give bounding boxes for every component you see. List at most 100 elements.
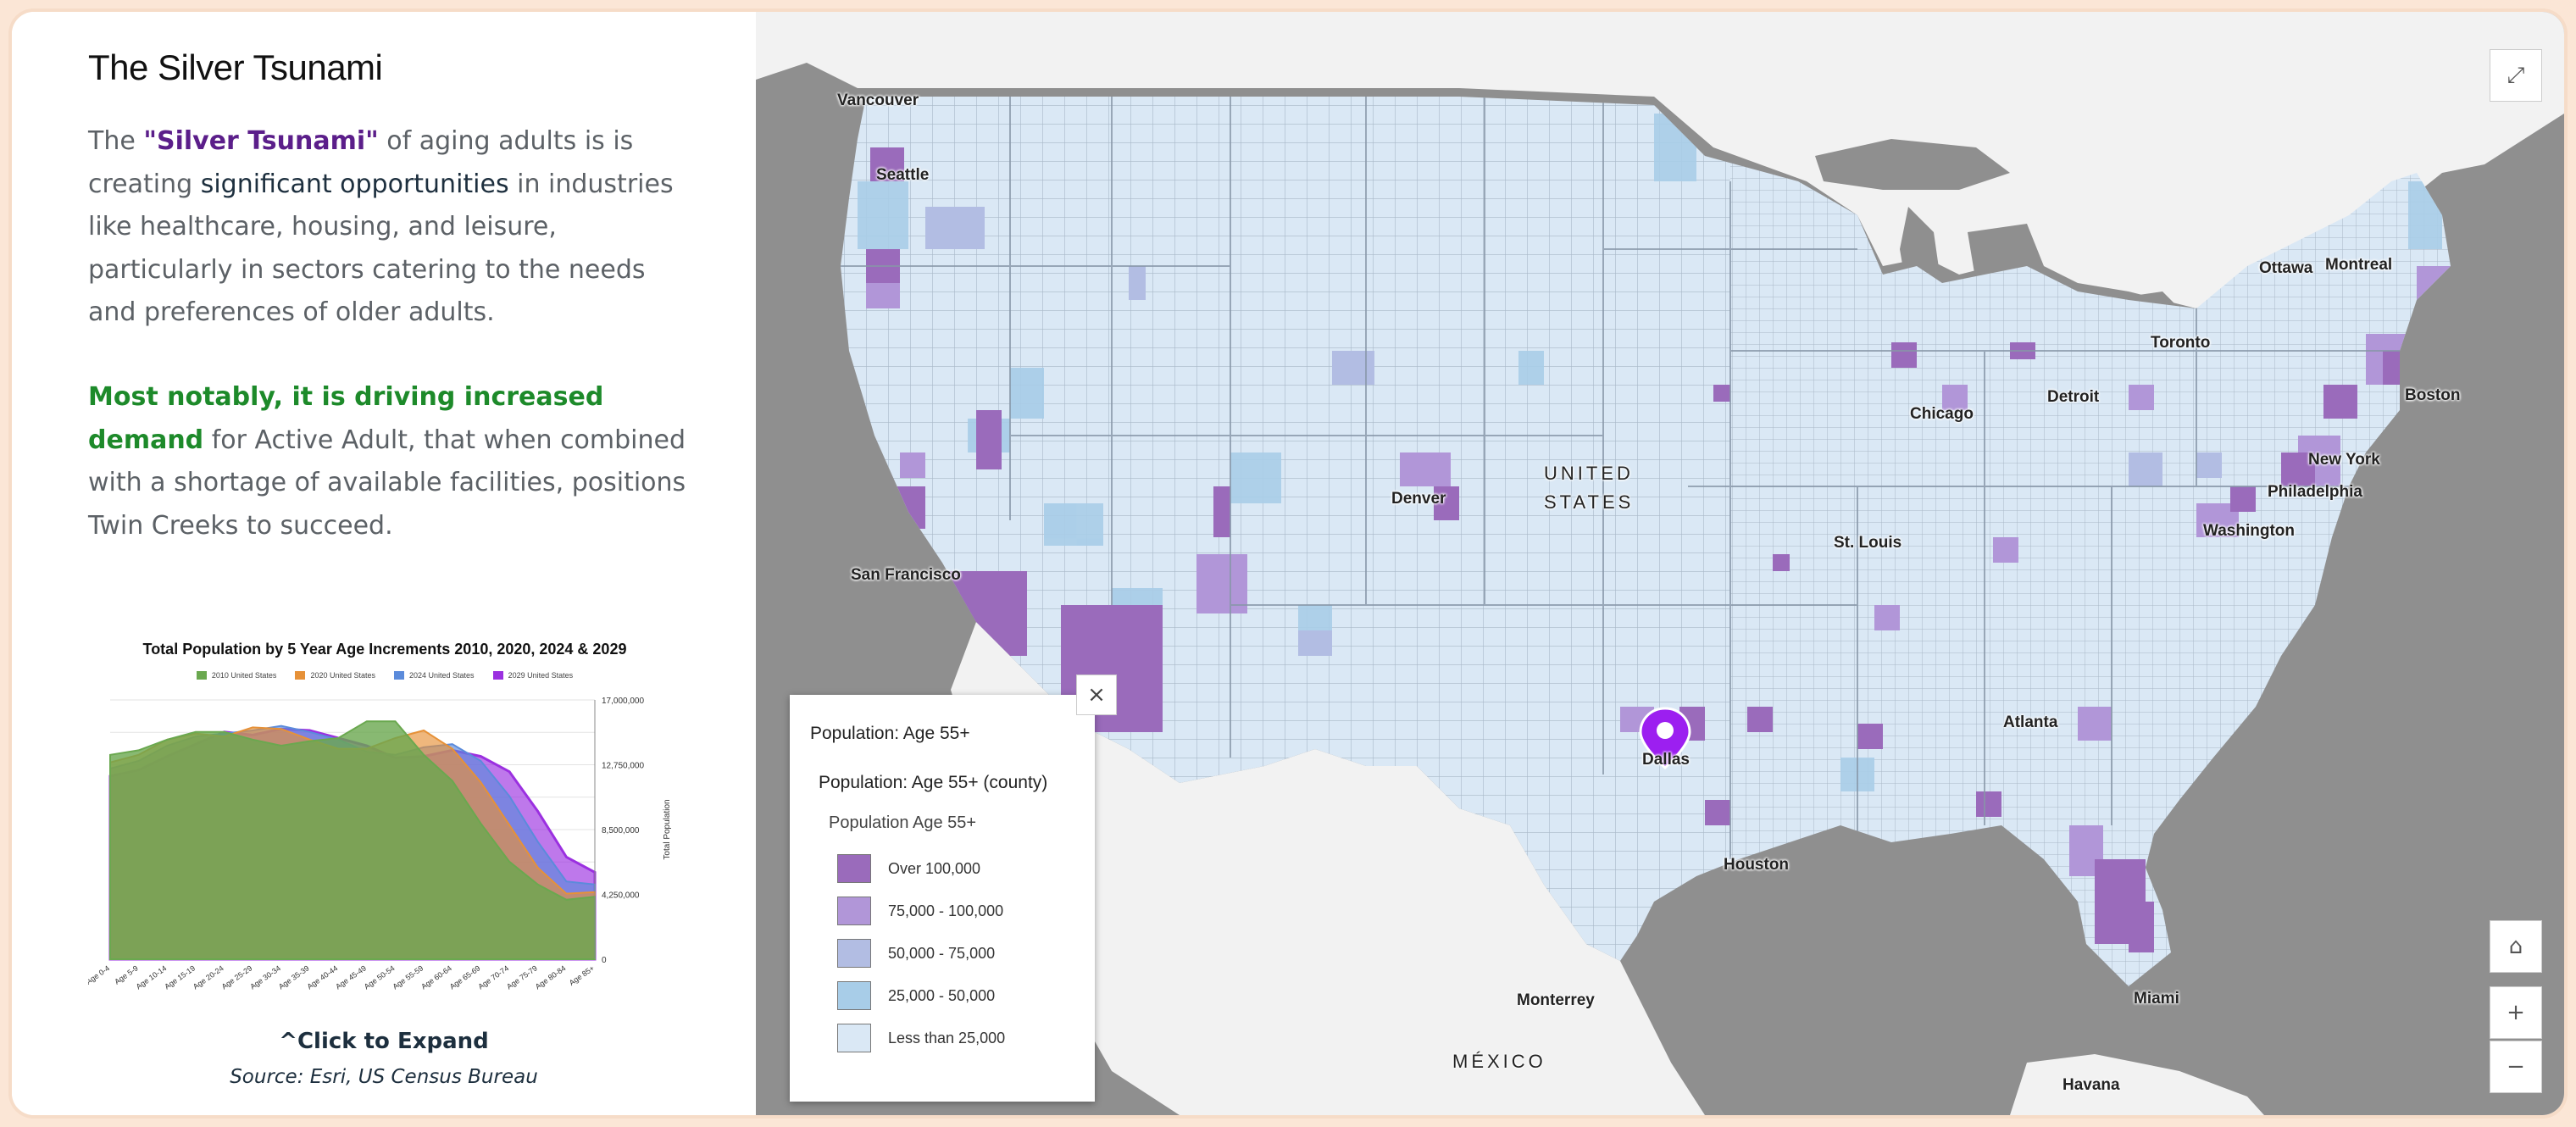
chart-legend-label: 2010 United States [211,671,277,680]
chart-y-axis-label: Total Population [663,799,672,859]
map-label-ottawa: Ottawa [2259,259,2313,277]
map-label-atlanta: Atlanta [2003,713,2058,731]
legend-swatch [837,981,871,1010]
legend-class-row: 75,000 - 100,000 [837,897,1003,925]
intro-text-mid: of aging adults is is creating [88,126,634,199]
chart-title: Total Population by 5 Year Age Increment… [142,641,627,658]
chart-x-tick-label: Age 60-64 [419,963,453,991]
legend-swatch [837,939,871,968]
legend-class-row: 50,000 - 75,000 [837,939,995,968]
map-label-miami: Miami [2134,990,2179,1008]
map-label-chicago: Chicago [1910,405,1974,423]
chart-x-tick-label: Age 45-49 [334,963,368,991]
home-icon: ⌂ [2508,934,2523,959]
chart-legend-swatch [196,671,207,680]
chart-x-tick-label: Age 35-39 [277,963,311,991]
home-button[interactable]: ⌂ [2490,920,2542,973]
map-label-states: STATES [1544,491,1635,513]
chart-y-tick-label: 8,500,000 [602,826,640,836]
legend-class-label: 50,000 - 75,000 [888,944,996,962]
map-label-detroit: Detroit [2047,388,2100,406]
chart-y-tick-label: 4,250,000 [602,891,640,901]
intro-text-pre: The [88,126,144,156]
legend-swatch [837,854,871,883]
choropleth-map[interactable]: Vancouver Seattle San Francisco Denver U… [756,12,2564,1115]
click-to-expand-link[interactable]: ^Click to Expand [279,1029,489,1054]
map-label-new-york: New York [2308,451,2380,469]
expand-icon: ⤢ [2507,62,2525,88]
chart-x-tick-label: Age 0-4 [88,963,111,985]
chart-y-tick-label: 17,000,000 [602,697,644,706]
legend-swatch [837,897,871,925]
plus-icon: + [2507,1000,2525,1025]
expand-map-button[interactable]: ⤢ [2490,49,2542,102]
chart-x-tick-label: Age 55-59 [391,963,425,991]
legend-title: Population: Age 55+ [810,724,970,743]
chart-x-tick-label: Age 20-24 [192,963,225,991]
chart-x-tick-label: Age 70-74 [476,963,510,991]
map-label-vancouver: Vancouver [837,92,919,109]
map-label-mexico: MÉXICO [1452,1051,1546,1072]
map-label-denver: Denver [1391,490,1446,508]
mexico-landmass [951,622,1705,1115]
map-label-philadelphia: Philadelphia [2268,483,2362,501]
chart-x-tick-label: Age 30-34 [248,963,282,991]
chart-x-tick-label: Age 10-14 [135,963,169,991]
legend-class-label: Less than 25,000 [888,1029,1006,1046]
demand-highlight: Most notably, it is driving increased de… [88,382,604,455]
chart-legend-label: 2024 United States [409,671,475,680]
legend-class-row: Over 100,000 [837,854,980,883]
chart-x-tick-label: Age 50-54 [363,963,397,991]
legend-swatch [837,1024,871,1052]
story-panel: The Silver Tsunami The "Silver Tsunami" … [12,12,756,1115]
map-label-st-louis: St. Louis [1834,534,1902,552]
map-label-monterrey: Monterrey [1517,991,1595,1009]
legend-class-label: 75,000 - 100,000 [888,902,1004,919]
dallas-location-pin[interactable] [1639,707,1691,770]
opportunities-highlight: significant opportunities [200,169,509,199]
chart-x-tick-label: Age 80-84 [534,963,568,991]
lake-superior [1815,139,2010,190]
map-label-seattle: Seattle [876,166,930,184]
map-label-united: UNITED [1544,463,1634,484]
map-label-san-francisco: San Francisco [851,566,961,584]
map-label-houston: Houston [1724,856,1790,874]
demand-text: for Active Adult, that when combined wit… [88,425,686,541]
chart-legend-item: 2024 United States [394,671,475,680]
chart-y-tick-label: 0 [602,956,607,965]
demand-paragraph: Most notably, it is driving increased de… [88,376,698,547]
chart-legend-item: 2029 United States [492,671,574,680]
chart-x-tick-label: Age 25-29 [220,963,254,991]
chart-legend-item: 2020 United States [295,671,375,680]
chart-legend-item: 2010 United States [196,671,277,680]
legend-layer-name: Population: Age 55+ (county) [819,773,1048,792]
chart-series-area [109,720,596,960]
intro-text-post: in industries like healthcare, housing, … [88,169,674,328]
chart-x-tick-label: Age 85+ [568,963,596,987]
legend-class-row: 25,000 - 50,000 [837,981,995,1010]
source-caption: Source: Esri, US Census Bureau [230,1066,538,1088]
chart-legend-label: 2029 United States [508,671,574,680]
page-title: The Silver Tsunami [88,47,383,87]
chart-legend-swatch [492,671,503,680]
close-icon: × [1087,682,1106,708]
chart-legend-label: 2020 United States [310,671,375,680]
population-chart[interactable]: Total Population by 5 Year Age Increment… [88,629,681,1002]
legend-close-button[interactable]: × [1076,675,1117,715]
map-label-toronto: Toronto [2151,334,2211,352]
map-label-washington: Washington [2203,522,2295,540]
map-legend-panel: Population: Age 55+ Population: Age 55+ … [790,695,1095,1102]
legend-class-row: Less than 25,000 [837,1024,1005,1052]
chart-legend-swatch [295,671,306,680]
map-label-boston: Boston [2405,386,2461,404]
canada-landmass [756,12,2564,308]
legend-class-label: Over 100,000 [888,859,981,877]
intro-paragraph: The "Silver Tsunami" of aging adults is … [88,120,698,335]
chart-x-tick-label: Age 65-69 [448,963,482,991]
chart-x-tick-label: Age 75-79 [505,963,539,991]
chart-legend-swatch [394,671,404,680]
zoom-out-button[interactable]: − [2490,1041,2542,1093]
chart-y-tick-label: 12,750,000 [602,762,644,771]
legend-field-name: Population Age 55+ [829,813,977,832]
zoom-in-button[interactable]: + [2490,986,2542,1039]
